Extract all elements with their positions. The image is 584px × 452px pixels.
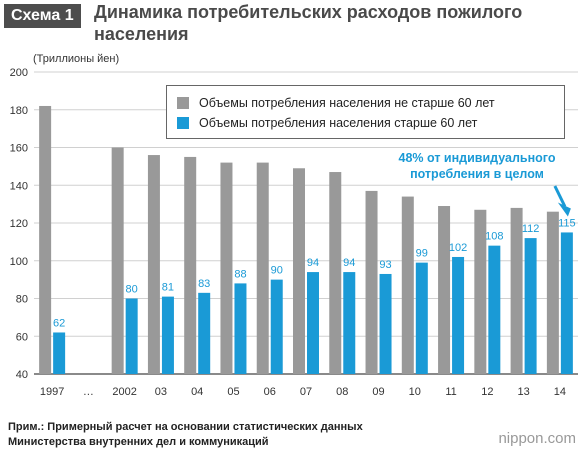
footnote: Прим.: Примерный расчет на основании ста…	[8, 420, 363, 450]
chart-title: Динамика потребительских расходов пожило…	[94, 2, 523, 44]
bar-under-60-9	[365, 190, 378, 374]
y-tick-label-160: 160	[10, 143, 28, 155]
data-label-over-60-7: 94	[307, 257, 319, 269]
y-tick-label-120: 120	[10, 218, 28, 230]
x-tick-label-9: 09	[372, 386, 384, 398]
legend-label-under-60: Объемы потребления населения не старше 6…	[199, 96, 495, 110]
bar-under-60-4	[184, 156, 197, 374]
bar-under-60-13	[510, 207, 523, 374]
x-tick-label-6: 06	[264, 386, 276, 398]
figure-badge: Схема 1	[4, 4, 81, 28]
bar-over-60-10	[415, 262, 428, 374]
data-label-over-60-8: 94	[343, 257, 355, 269]
data-label-over-60-5: 88	[234, 268, 246, 280]
bar-over-60-8	[343, 272, 356, 374]
bar-over-60-0	[53, 332, 66, 374]
y-tick-label-140: 140	[10, 180, 28, 192]
bar-under-60-2	[111, 147, 124, 374]
data-label-over-60-0: 62	[53, 317, 65, 329]
x-tick-label-7: 07	[300, 386, 312, 398]
y-axis-unit: (Триллионы йен)	[33, 53, 120, 65]
x-tick-label-12: 12	[481, 386, 493, 398]
bar-over-60-9	[379, 273, 392, 374]
footnote-line-1: Прим.: Примерный расчет на основании ста…	[8, 421, 363, 433]
y-axis: 40 60 80 100 120 140 160 180 200	[10, 67, 28, 381]
bar-under-60-5	[220, 162, 233, 374]
x-axis: 1997 … 2002 03 04 05 06 07 08 09 10 11 12 13 14	[40, 386, 566, 398]
data-label-over-60-2: 80	[126, 284, 138, 296]
data-labels: 62 80 81 83 88 90 94 94 93 99 102 108 112 115	[53, 217, 576, 329]
legend-swatch-gray	[177, 97, 189, 109]
x-tick-label-0: 1997	[40, 386, 64, 398]
bar-under-60-6	[256, 162, 269, 374]
bar-over-60-6	[270, 279, 283, 374]
x-tick-label-3: 03	[155, 386, 167, 398]
y-tick-label-100: 100	[10, 256, 28, 268]
x-tick-label-13: 13	[517, 386, 529, 398]
x-tick-label-10: 10	[409, 386, 421, 398]
brand-logo: nippon.com	[498, 430, 576, 447]
bar-over-60-4	[198, 292, 211, 374]
data-label-over-60-11: 102	[449, 242, 467, 254]
annotation-arrow-shaft	[553, 185, 567, 208]
annotation-arrow-head	[557, 202, 571, 217]
bar-under-60-12	[474, 209, 487, 374]
bar-over-60-13	[524, 238, 537, 374]
bar-over-60-11	[452, 256, 465, 374]
bar-over-60-7	[307, 272, 319, 374]
bar-over-60-2	[125, 298, 138, 374]
annotation-arrow	[553, 185, 571, 217]
x-tick-label-4: 04	[191, 386, 203, 398]
y-tick-label-80: 80	[16, 294, 28, 306]
bar-under-60-0	[39, 105, 52, 374]
bar-under-60-10	[401, 196, 414, 374]
x-tick-label-2: 2002	[112, 386, 136, 398]
bar-under-60-14	[546, 211, 559, 374]
footnote-line-2: Министерства внутренних дел и коммуникац…	[8, 436, 269, 448]
x-tick-label-11: 11	[445, 386, 456, 398]
bar-over-60-3	[161, 296, 174, 374]
data-label-over-60-4: 83	[198, 278, 210, 290]
bar-under-60-8	[329, 172, 342, 374]
y-tick-label-60: 60	[16, 331, 28, 343]
legend-label-over-60: Объемы потребления населения старше 60 л…	[199, 116, 478, 130]
bars	[39, 105, 573, 374]
data-label-over-60-10: 99	[416, 248, 428, 260]
data-label-over-60-3: 81	[162, 282, 174, 294]
header: Схема 1 Динамика потребительских расходо…	[0, 0, 584, 48]
legend: Объемы потребления населения не старше 6…	[166, 85, 565, 139]
bar-under-60-7	[293, 168, 305, 374]
x-tick-label-8: 08	[336, 386, 348, 398]
y-tick-label-200: 200	[10, 67, 28, 79]
bar-over-60-12	[488, 245, 501, 374]
data-label-over-60-9: 93	[379, 259, 391, 271]
bar-over-60-14	[560, 232, 573, 374]
bar-under-60-3	[147, 155, 160, 374]
bar-under-60-11	[438, 206, 451, 374]
bar-over-60-5	[234, 283, 247, 374]
y-tick-label-180: 180	[10, 105, 28, 117]
y-tick-label-40: 40	[16, 369, 28, 381]
x-tick-label-5: 05	[227, 386, 239, 398]
x-tick-label-1: …	[83, 386, 94, 398]
legend-swatch-blue	[177, 117, 189, 129]
data-label-over-60-12: 108	[485, 231, 503, 243]
data-label-over-60-13: 112	[522, 223, 540, 235]
data-label-over-60-14: 115	[558, 217, 576, 229]
data-label-over-60-6: 90	[271, 265, 283, 277]
x-tick-label-14: 14	[554, 386, 566, 398]
annotation-text: 48% от индивидуального потребления в цел…	[398, 151, 556, 181]
